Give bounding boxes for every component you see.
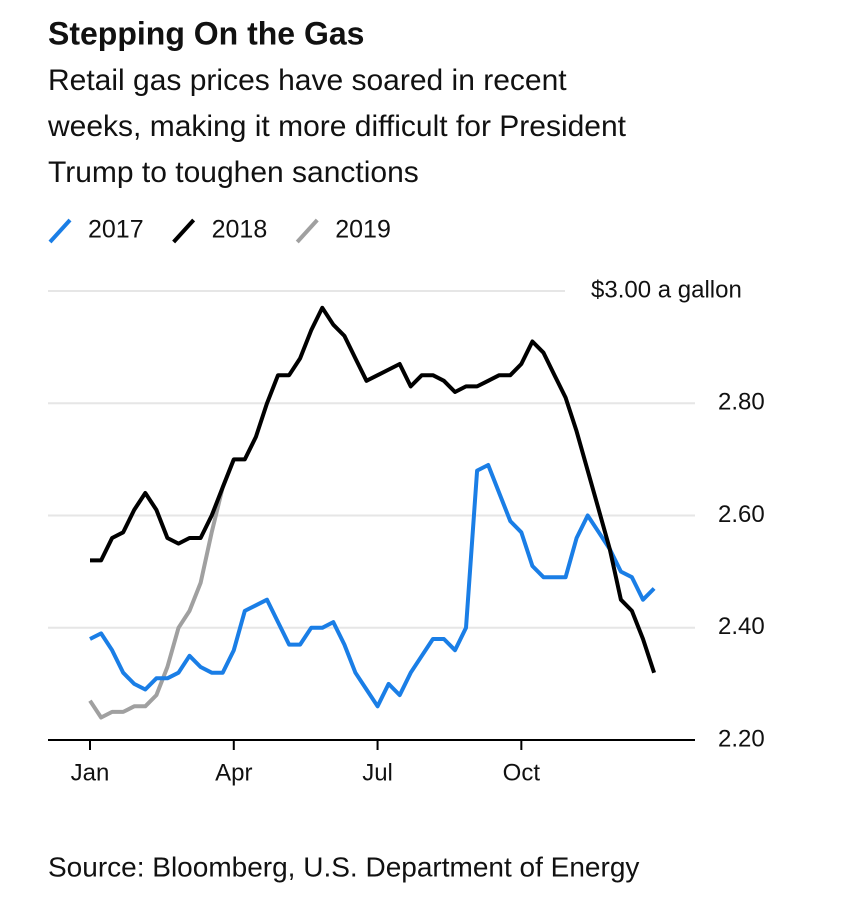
legend-swatch <box>172 218 196 244</box>
y-tick-label: $3.00 a gallon <box>591 276 742 303</box>
x-tick-label: Jul <box>362 759 393 786</box>
subtitle: Retail gas prices have soared in recent <box>48 64 567 97</box>
legend-label: 2017 <box>88 216 144 244</box>
line-series <box>90 305 656 674</box>
y-tick-label: 2.40 <box>718 613 765 640</box>
legend-swatch <box>48 218 72 244</box>
subtitle: Trump to toughen sanctions <box>48 156 419 189</box>
legend-swatch <box>295 218 319 244</box>
subtitle: weeks, making it more difficult for Pres… <box>47 110 627 143</box>
line-series <box>88 458 236 720</box>
legend-label: 2018 <box>212 216 268 244</box>
y-tick-label: 2.60 <box>718 501 765 528</box>
y-tick-label: 2.20 <box>718 725 765 752</box>
chart-title: Stepping On the Gas <box>48 15 364 51</box>
y-tick-label: 2.80 <box>718 389 765 416</box>
x-tick-label: Oct <box>503 759 541 786</box>
x-tick-label: Jan <box>71 759 110 786</box>
legend-label: 2019 <box>335 216 391 244</box>
x-tick-label: Apr <box>215 759 252 786</box>
source: Source: Bloomberg, U.S. Department of En… <box>48 851 639 882</box>
line-series <box>89 463 656 709</box>
